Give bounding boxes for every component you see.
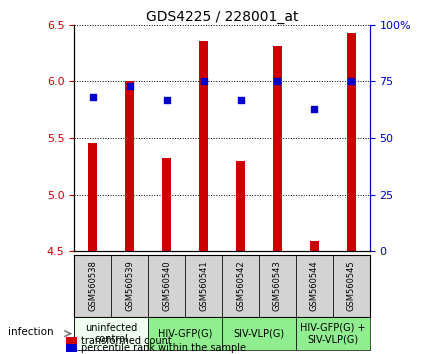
Text: GSM560539: GSM560539 [125,261,134,311]
Text: uninfected
control: uninfected control [85,323,137,344]
Text: HIV-GFP(G): HIV-GFP(G) [158,329,212,339]
Point [237,97,244,102]
Text: GSM560542: GSM560542 [236,261,245,311]
Text: HIV-GFP(G) +
SIV-VLP(G): HIV-GFP(G) + SIV-VLP(G) [300,323,366,344]
Bar [296,255,333,317]
Bar [74,255,111,317]
Text: GSM560540: GSM560540 [162,261,171,311]
Point [274,79,281,84]
Point [200,79,207,84]
Text: GSM560544: GSM560544 [310,261,319,311]
Bar [88,143,97,251]
Point [89,95,96,100]
Bar [222,255,259,317]
Bar [199,41,208,251]
Text: GSM560545: GSM560545 [347,261,356,311]
Bar [333,255,370,317]
Bar [259,255,296,317]
Bar [111,255,148,317]
Bar [162,159,171,251]
Bar [125,81,134,251]
Text: percentile rank within the sample: percentile rank within the sample [81,343,246,353]
Text: infection: infection [8,327,54,337]
Bar [347,33,356,251]
Point [311,106,318,112]
Bar [296,317,370,350]
Text: GSM560541: GSM560541 [199,261,208,311]
Point [126,83,133,89]
Text: SIV-VLP(G): SIV-VLP(G) [233,329,285,339]
Bar [74,317,148,350]
Title: GDS4225 / 228001_at: GDS4225 / 228001_at [146,10,298,24]
Text: GSM560538: GSM560538 [88,261,97,311]
Point [163,97,170,102]
Bar [148,317,222,350]
Bar [236,161,245,251]
Bar [222,317,296,350]
Bar [148,255,185,317]
Bar [185,255,222,317]
Point [348,79,355,84]
Bar [273,46,282,251]
Text: GSM560543: GSM560543 [273,261,282,311]
Bar [310,241,319,251]
Text: transformed count: transformed count [81,336,172,346]
